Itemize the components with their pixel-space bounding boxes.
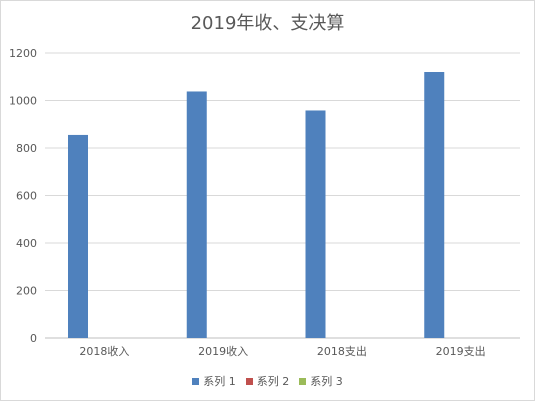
bar-1-4 bbox=[424, 72, 445, 338]
legend-swatch bbox=[192, 377, 200, 385]
bar-1-1 bbox=[68, 134, 88, 338]
x-tick-label: 2018收入 bbox=[79, 344, 129, 358]
x-tick-label: 2018支出 bbox=[317, 344, 367, 358]
legend-swatch bbox=[299, 377, 307, 385]
legend-label: 系列 2 bbox=[256, 375, 290, 388]
y-tick-label: 200 bbox=[16, 285, 37, 298]
bar-1-3 bbox=[305, 110, 326, 338]
bar-1-2 bbox=[186, 91, 207, 338]
chart-plot-area: 0 200 400 600 800 1000 1200 2018收入 2019收入 2018支出 2… bbox=[9, 47, 520, 358]
legend-label: 系列 3 bbox=[310, 375, 343, 388]
y-tick-label: 1200 bbox=[9, 47, 37, 60]
legend-item-1: 系列 1 bbox=[192, 373, 236, 389]
y-tick-label: 600 bbox=[16, 190, 37, 203]
legend-label: 系列 1 bbox=[203, 375, 236, 388]
legend-item-2: 系列 2 bbox=[245, 373, 290, 389]
y-tick-label: 800 bbox=[16, 142, 37, 155]
legend-swatch bbox=[245, 377, 253, 385]
chart-title: 2019年收、支决算 bbox=[190, 13, 345, 34]
legend-item-3: 系列 3 bbox=[299, 373, 343, 389]
x-tick-label: 2019收入 bbox=[198, 344, 248, 358]
x-tick-label: 2019支出 bbox=[436, 344, 486, 358]
y-tick-label: 0 bbox=[30, 332, 37, 345]
chart-legend: 系列 1 系列 2 系列 3 bbox=[1, 373, 534, 389]
y-tick-label: 400 bbox=[16, 237, 37, 250]
y-tick-label: 1000 bbox=[9, 95, 37, 108]
